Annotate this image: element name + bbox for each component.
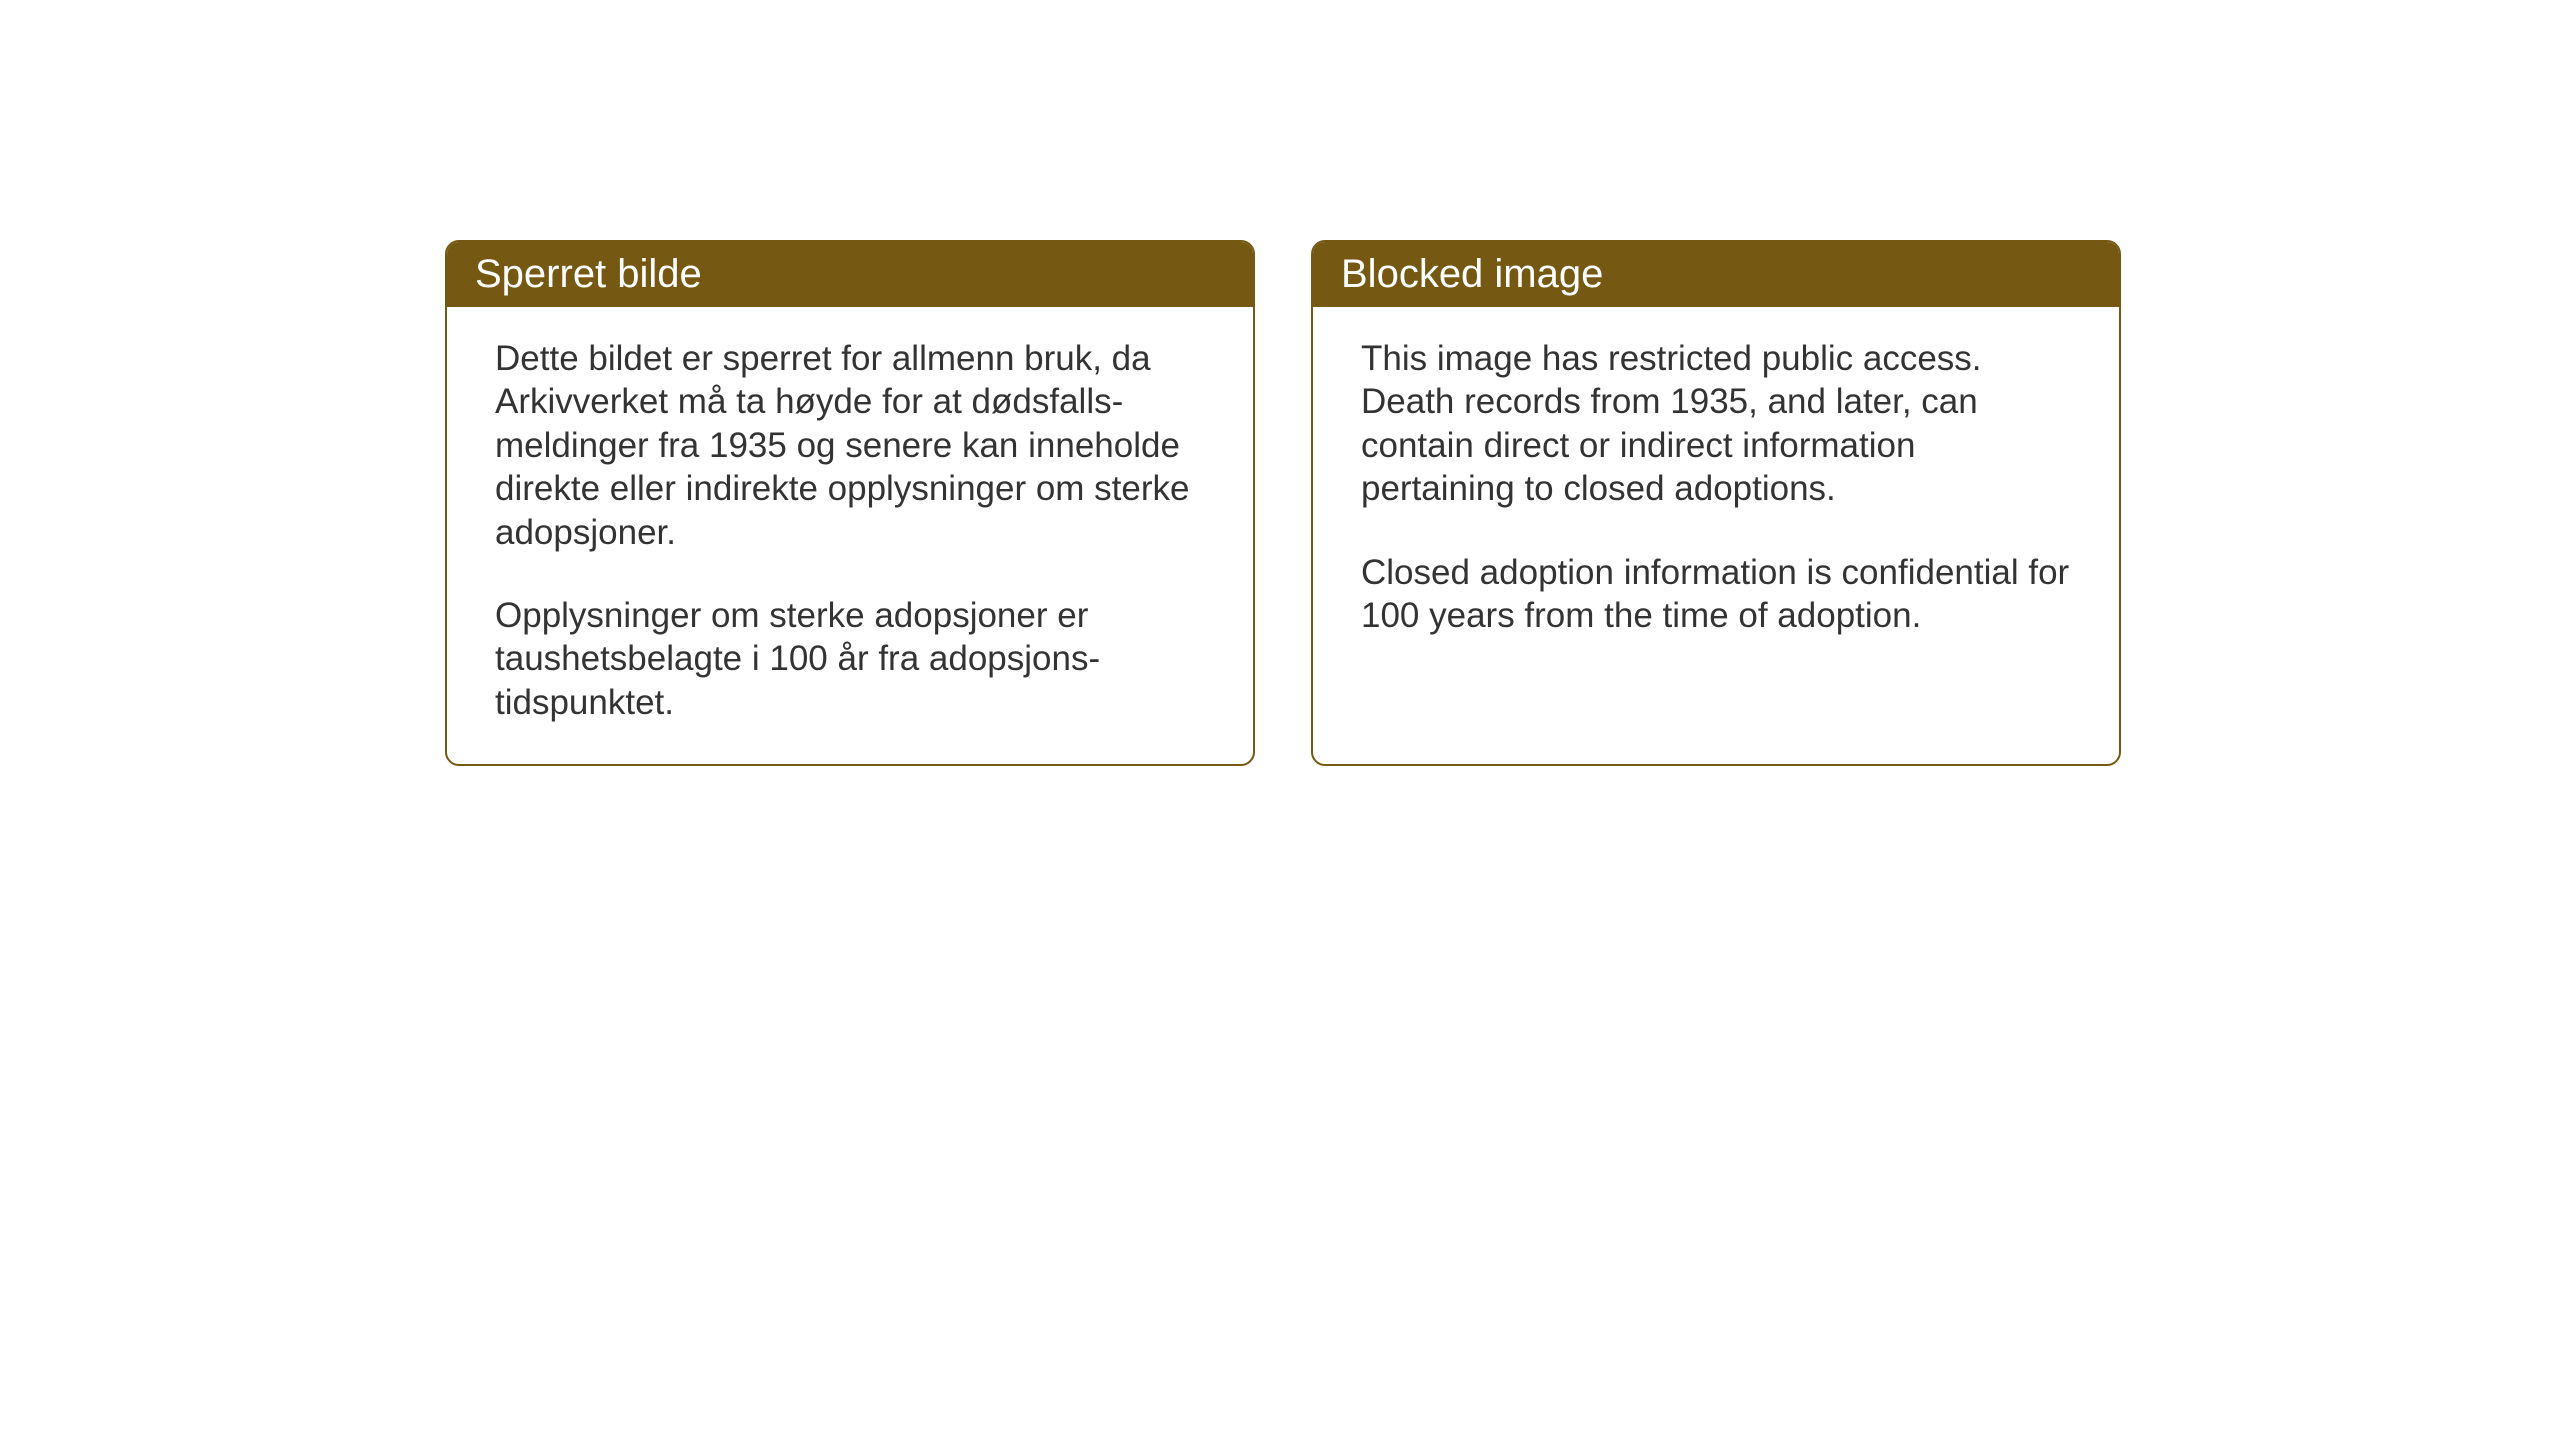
notice-title-norwegian: Sperret bilde bbox=[475, 252, 702, 296]
notice-body-norwegian: Dette bildet er sperret for allmenn bruk… bbox=[447, 307, 1253, 764]
notice-para1-english: This image has restricted public access.… bbox=[1361, 337, 2071, 511]
notice-para2-norwegian: Opplysninger om sterke adopsjoner er tau… bbox=[495, 594, 1205, 724]
notice-para2-english: Closed adoption information is confident… bbox=[1361, 551, 2071, 638]
notice-card-norwegian: Sperret bilde Dette bildet er sperret fo… bbox=[445, 240, 1255, 766]
notice-title-english: Blocked image bbox=[1341, 252, 1603, 296]
notice-card-english: Blocked image This image has restricted … bbox=[1311, 240, 2121, 766]
notice-para1-norwegian: Dette bildet er sperret for allmenn bruk… bbox=[495, 337, 1205, 554]
notice-container: Sperret bilde Dette bildet er sperret fo… bbox=[445, 240, 2121, 766]
notice-body-english: This image has restricted public access.… bbox=[1313, 307, 2119, 677]
notice-header-norwegian: Sperret bilde bbox=[447, 242, 1253, 307]
notice-header-english: Blocked image bbox=[1313, 242, 2119, 307]
